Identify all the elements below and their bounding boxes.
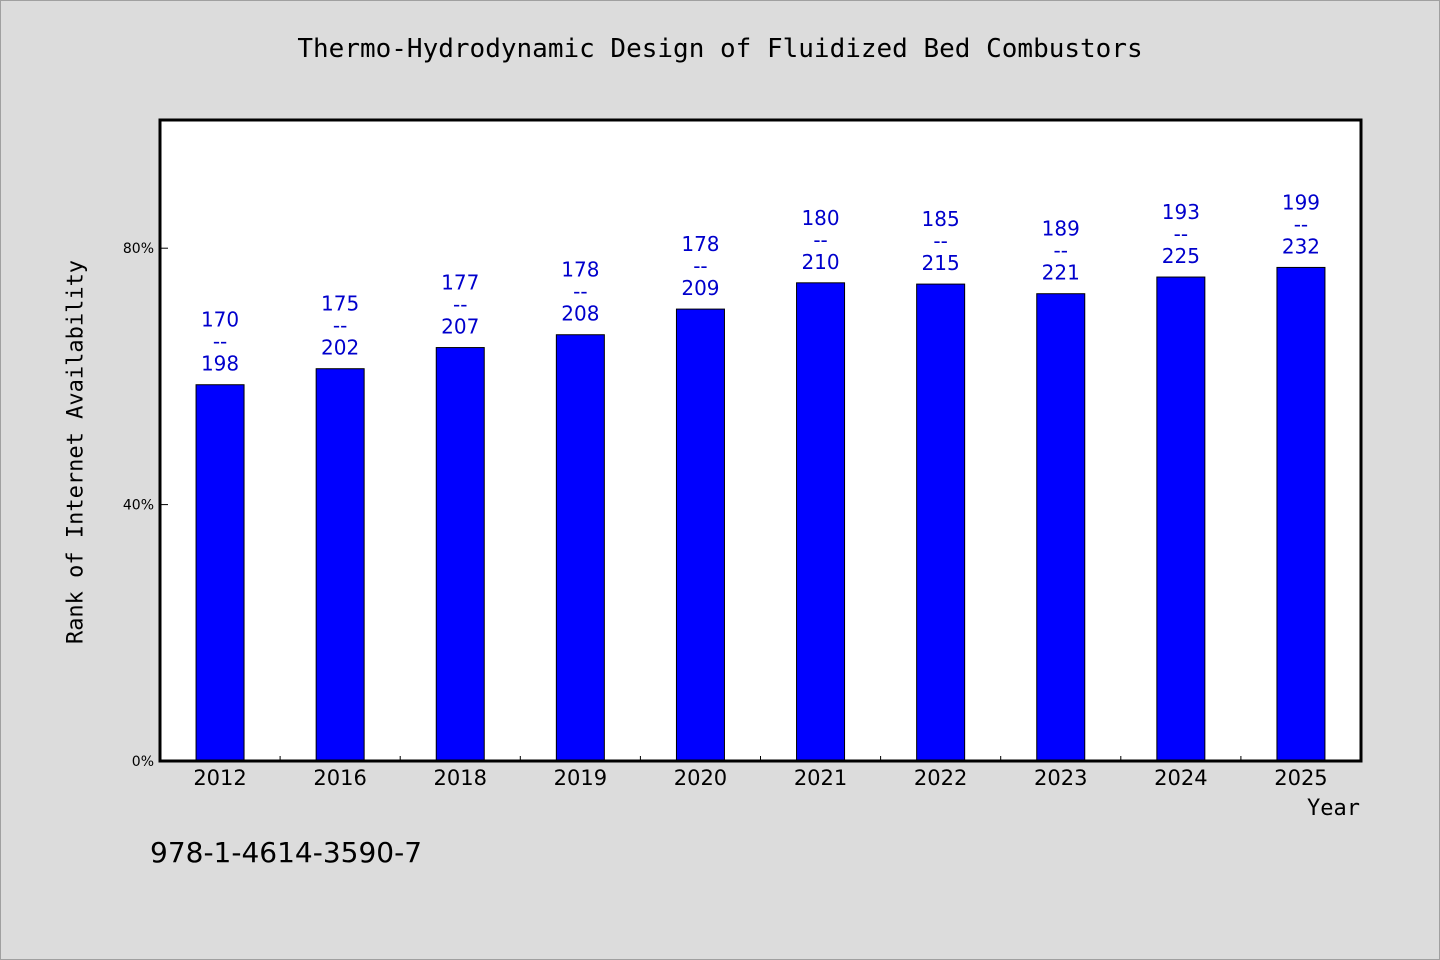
x-tick-label-2020: 2020	[674, 766, 727, 790]
data-label-2012-0: 170	[201, 308, 239, 332]
x-tick-label-2012: 2012	[193, 766, 246, 790]
data-label-2019-1: --	[573, 280, 587, 304]
data-label-2012-1: --	[213, 330, 227, 354]
x-tick-label-2016: 2016	[313, 766, 366, 790]
bar-2020	[675, 308, 725, 762]
bar-2023	[1036, 293, 1086, 762]
data-label-2021-0: 180	[801, 206, 839, 230]
bar-2021	[796, 282, 846, 762]
bar-2024	[1156, 276, 1206, 762]
data-label-2019-0: 178	[561, 258, 599, 282]
data-label-2020-0: 178	[681, 232, 719, 256]
x-tick-label-2018: 2018	[434, 766, 487, 790]
data-label-2021-2: 210	[801, 250, 839, 274]
data-label-2025-2: 232	[1282, 234, 1320, 258]
data-label-2022-0: 185	[922, 207, 960, 231]
y-tick-label-40: 40%	[123, 498, 154, 514]
x-tick-label-2024: 2024	[1154, 766, 1207, 790]
isbn-text: 978-1-4614-3590-7	[150, 836, 423, 869]
bar-2025	[1276, 266, 1326, 762]
x-tick-label-2019: 2019	[554, 766, 607, 790]
data-label-2022-2: 215	[922, 251, 960, 275]
chart-title: Thermo-Hydrodynamic Design of Fluidized …	[297, 34, 1143, 64]
x-tick-label-2025: 2025	[1274, 766, 1327, 790]
data-label-2024-1: --	[1174, 222, 1188, 246]
x-axis-label: Year	[1307, 796, 1360, 821]
bar-2018	[435, 347, 485, 762]
data-label-2023-2: 221	[1042, 261, 1080, 285]
data-label-2012-2: 198	[201, 352, 239, 376]
data-label-2023-0: 189	[1042, 217, 1080, 241]
data-label-2018-2: 207	[441, 315, 479, 339]
bar-2022	[916, 283, 966, 762]
plot-border	[158, 118, 1363, 763]
data-label-2021-1: --	[813, 228, 827, 252]
bar-2012	[195, 384, 245, 762]
x-tick-label-2023: 2023	[1034, 766, 1087, 790]
bars-group	[195, 266, 1326, 762]
data-label-2016-0: 175	[321, 292, 359, 316]
data-label-2018-1: --	[453, 293, 467, 317]
data-label-2025-0: 199	[1282, 190, 1320, 214]
bar-2019	[555, 334, 605, 762]
y-tick-label-0: 0%	[132, 754, 154, 770]
data-label-2019-2: 208	[561, 302, 599, 326]
data-label-2016-2: 202	[321, 336, 359, 360]
data-label-2024-2: 225	[1162, 244, 1200, 268]
y-tick-label-80: 80%	[123, 241, 154, 257]
data-label-2020-2: 209	[681, 276, 719, 300]
bar-2016	[315, 368, 365, 762]
data-label-2024-0: 193	[1162, 200, 1200, 224]
x-tick-label-2021: 2021	[794, 766, 847, 790]
data-label-2025-1: --	[1294, 212, 1308, 236]
data-label-2023-1: --	[1054, 239, 1068, 263]
data-label-2018-0: 177	[441, 271, 479, 295]
data-label-2022-1: --	[933, 229, 947, 253]
x-tick-label-2022: 2022	[914, 766, 967, 790]
data-labels-group: 170--198175--202177--207178--208178--209…	[201, 190, 1320, 375]
axes-group: 2012 2016 2018 2019 2020 2021 2022 2023 2024 2025…	[123, 241, 1328, 790]
data-label-2020-1: --	[693, 254, 707, 278]
data-label-2016-1: --	[333, 314, 347, 338]
